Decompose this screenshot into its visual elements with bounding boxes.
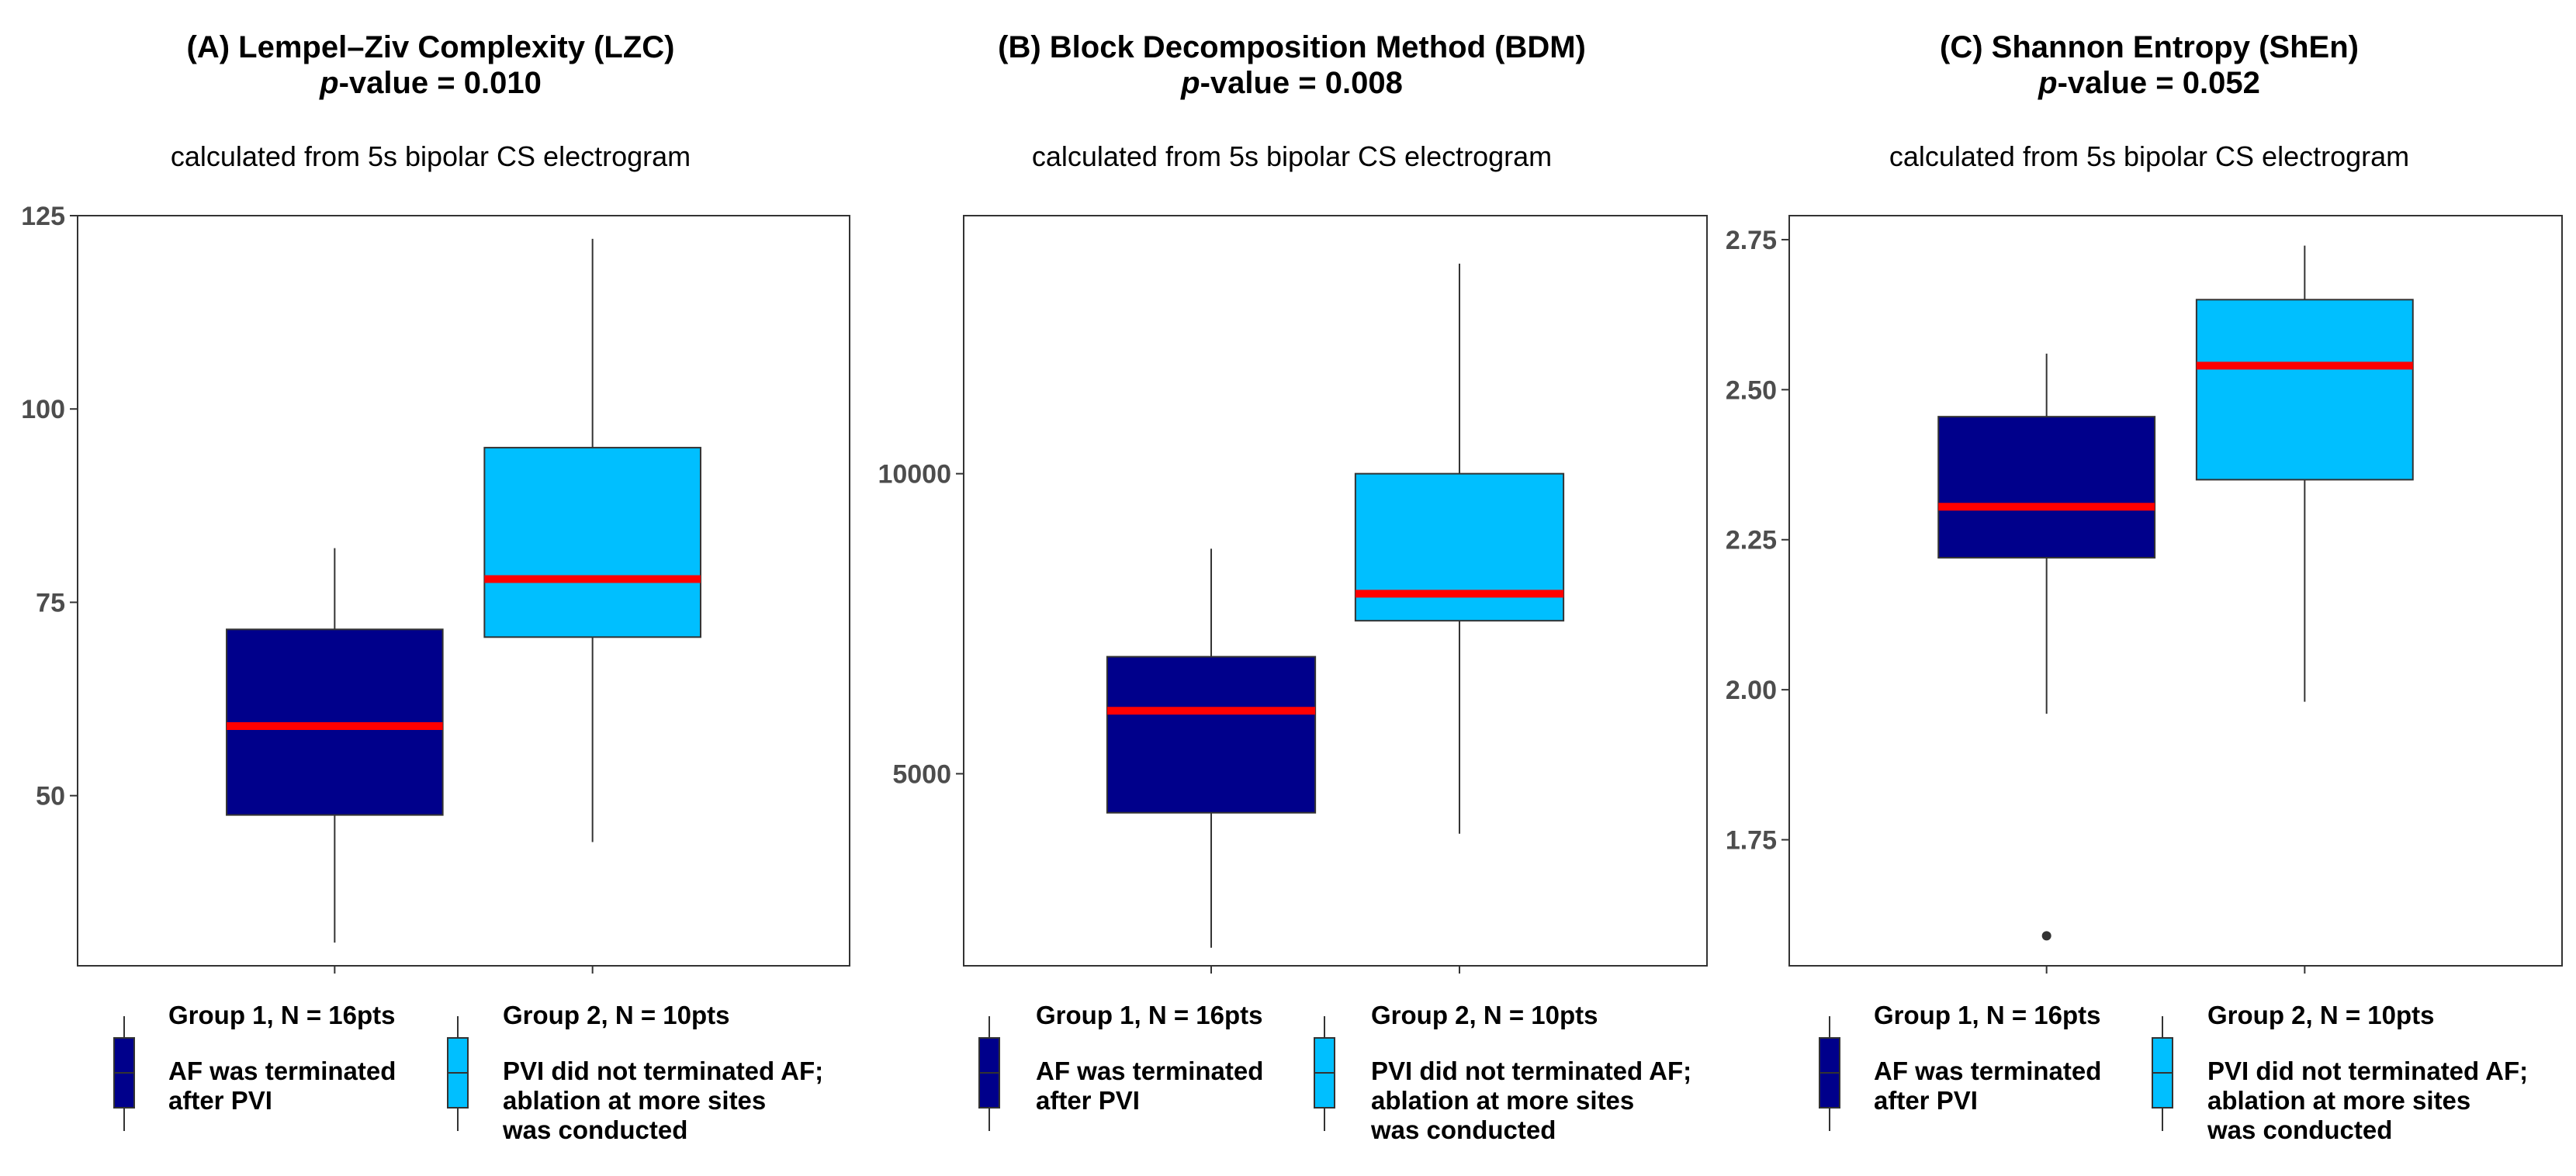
chart-title: (C) Shannon Entropy (ShEn) [1940,30,2359,64]
y-tick-label: 75 [36,588,65,617]
legend-key-group2 [447,1016,469,1131]
legend-key-group1 [978,1016,1000,1131]
box-2 [2195,299,2414,481]
y-tick-label: 100 [21,395,65,424]
y-tick-label: 2.25 [1726,526,1777,555]
chart-subtitle: calculated from 5s bipolar CS electrogra… [170,140,691,172]
chart-title: (A) Lempel–Ziv Complexity (LZC) [186,30,675,64]
y-tick-label: 2.50 [1726,375,1777,405]
pvalue-label: p-value = 0.008 [1181,66,1403,100]
y-tick-label: 2.75 [1726,226,1777,255]
legend-group1-heading: Group 1, N = 16pts [168,1001,396,1029]
legend: Group 1, N = 16pts AF was terminated aft… [1723,1001,2576,1156]
legend-group2-heading: Group 2, N = 10pts [2207,1001,2435,1029]
plot-area [963,215,1708,967]
panel-c: (C) Shannon Entropy (ShEn) p-value = 0.0… [1723,0,2576,1176]
pvalue-label: p-value = 0.052 [2038,66,2260,100]
panel-a: (A) Lempel–Ziv Complexity (LZC) p-value … [0,0,861,1176]
box-2 [483,447,701,638]
plot-area [1788,215,2563,967]
legend-group2-description: PVI did not terminated AF; ablation at m… [503,1057,824,1144]
box-1 [1937,416,2156,559]
y-tick-label: 10000 [878,460,951,489]
legend-key-group1 [1819,1016,1840,1131]
legend-group2-description: PVI did not terminated AF; ablation at m… [1371,1057,1692,1144]
legend-group2-heading: Group 2, N = 10pts [503,1001,730,1029]
legend: Group 1, N = 16pts AF was terminated aft… [861,1001,1723,1156]
legend: Group 1, N = 16pts AF was terminated aft… [0,1001,861,1156]
panel-b: (B) Block Decomposition Method (BDM) p-v… [861,0,1723,1176]
y-tick-label: 2.00 [1726,676,1777,705]
legend-key-group2 [2152,1016,2173,1131]
chart-title: (B) Block Decomposition Method (BDM) [998,30,1586,64]
boxplot-lzc: 50 75 100 125 [21,202,850,974]
chart-subtitle: calculated from 5s bipolar CS electrogra… [1031,140,1553,172]
legend-group2-heading: Group 2, N = 10pts [1371,1001,1598,1029]
legend-group1-heading: Group 1, N = 16pts [1874,1001,2101,1029]
pvalue-label: p-value = 0.010 [320,66,542,100]
legend-group2-description: PVI did not terminated AF; ablation at m… [2207,1057,2529,1144]
legend-key-group2 [1314,1016,1335,1131]
boxplot-bdm: 5000 10000 [878,215,1708,974]
y-tick-label: 50 [36,782,65,811]
legend-group1-description: AF was terminated after PVI [1874,1057,2102,1115]
y-tick-label: 1.75 [1726,826,1777,856]
outlier-point [2041,931,2051,941]
y-tick-label: 5000 [892,759,951,789]
legend-group1-description: AF was terminated after PVI [1036,1057,1264,1115]
legend-key-group1 [113,1016,135,1131]
boxplot-shen: 1.75 2.00 2.25 2.50 2.75 [1726,215,2563,974]
y-tick-label: 125 [21,202,65,231]
legend-group1-description: AF was terminated after PVI [168,1057,396,1115]
box-1 [1106,655,1317,814]
box-2 [1354,472,1565,622]
legend-group1-heading: Group 1, N = 16pts [1036,1001,1263,1029]
chart-subtitle: calculated from 5s bipolar CS electrogra… [1889,140,2410,172]
plot-area [77,215,850,967]
